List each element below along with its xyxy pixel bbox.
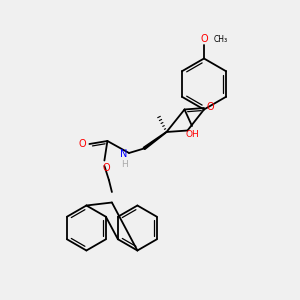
Text: H: H: [121, 160, 128, 169]
Text: O: O: [206, 102, 214, 112]
Text: O: O: [79, 139, 86, 149]
Text: N: N: [120, 148, 127, 159]
Text: OH: OH: [185, 130, 199, 139]
Text: O: O: [102, 164, 110, 173]
Text: O: O: [200, 34, 208, 44]
Polygon shape: [143, 132, 167, 149]
Text: CH₃: CH₃: [214, 35, 228, 44]
